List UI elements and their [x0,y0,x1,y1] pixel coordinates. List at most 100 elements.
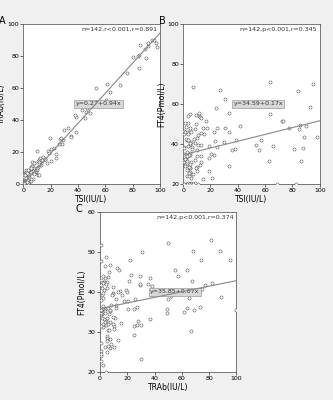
Point [25,180,30,186]
Point [83,115,88,121]
Point [267,111,272,117]
Point [197,114,202,120]
Point [45,148,51,154]
Point [111,323,117,330]
Point [186,170,192,176]
Point [59,134,64,141]
Point [26,174,31,181]
Point [188,181,194,187]
Point [185,120,191,126]
Point [30,159,35,166]
Point [194,152,200,159]
Point [24,180,29,186]
Point [298,158,304,164]
Point [197,162,202,169]
Point [190,146,195,152]
Point [25,171,30,177]
Point [138,322,144,328]
Point [39,162,44,168]
Point [110,291,115,297]
Point [186,173,192,179]
Point [271,143,276,150]
Point [182,128,187,135]
Point [181,128,186,134]
Point [28,176,33,182]
Point [181,145,186,152]
Point [32,170,37,177]
Point [182,162,187,168]
Point [121,298,126,305]
Point [190,181,195,187]
Point [125,289,130,295]
Point [32,159,37,166]
Point [37,157,42,163]
Point [183,120,188,126]
Point [102,263,108,269]
Point [47,150,52,156]
Point [137,281,143,288]
Point [98,307,103,314]
Text: y=35.85+0.07x: y=35.85+0.07x [150,290,200,294]
Point [37,172,42,178]
Point [34,148,39,154]
Point [256,146,261,153]
Point [191,307,197,313]
Point [187,168,192,175]
Point [217,248,223,254]
Point [129,272,134,278]
Point [34,167,39,174]
Point [115,265,120,271]
Point [184,167,190,173]
Point [192,180,198,186]
Point [132,331,137,338]
Point [106,321,111,327]
Point [182,155,188,162]
Point [22,180,27,186]
Point [33,169,38,175]
Point [136,52,141,59]
Point [23,169,28,176]
Point [43,156,48,162]
Point [268,78,273,85]
Point [148,292,154,298]
Point [186,143,191,150]
Point [184,153,189,159]
Point [98,242,103,249]
Point [34,165,40,171]
Point [54,155,59,161]
Point [188,159,193,165]
Point [207,168,212,174]
Point [104,97,109,103]
Point [187,141,192,147]
Point [45,160,50,166]
Point [154,44,160,50]
Point [132,323,137,330]
Point [185,131,191,137]
Point [100,294,106,301]
Point [108,319,113,326]
Point [199,115,204,122]
Point [199,286,204,292]
Point [188,138,194,145]
Point [24,174,30,180]
Point [148,315,153,322]
Point [136,64,142,71]
Point [108,302,114,308]
Point [291,146,296,152]
Point [103,318,108,325]
Point [103,254,109,260]
X-axis label: TRAb(IU/L): TRAb(IU/L) [148,382,188,392]
Point [49,146,54,152]
Point [98,358,103,364]
Point [211,152,216,158]
Point [193,156,198,163]
Point [98,306,103,313]
Point [60,136,65,143]
Point [195,147,200,153]
Point [29,166,34,172]
Point [146,281,151,287]
Point [102,310,108,316]
Point [125,70,130,76]
Point [186,294,192,301]
Point [184,173,189,180]
